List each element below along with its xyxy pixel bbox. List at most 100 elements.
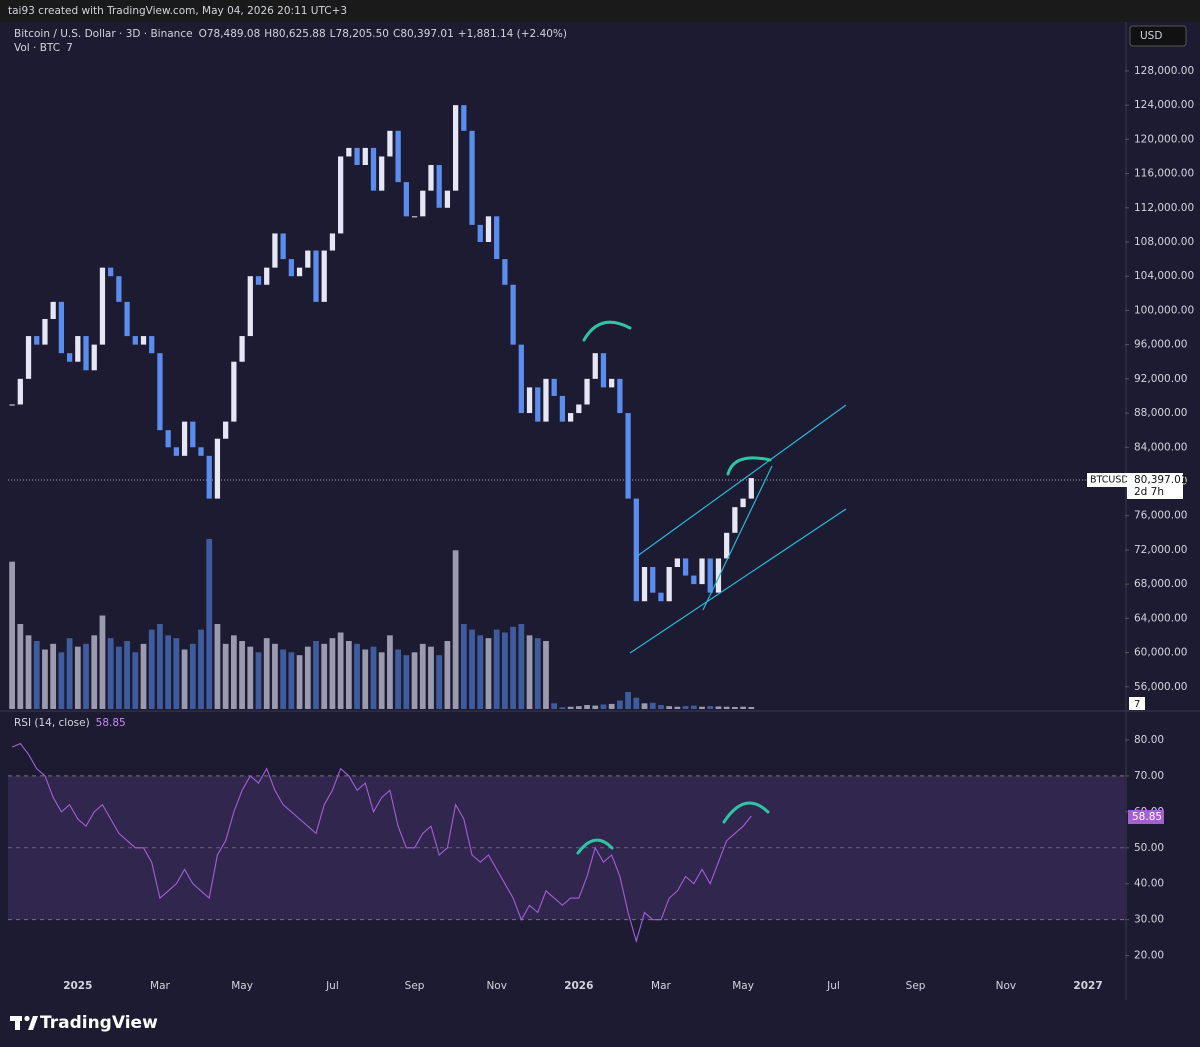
candle [17,378,23,405]
ohlc-value: 78,489.08 [207,28,260,40]
volume-bar [452,550,459,709]
y-tick-label: 76,000.00 [1134,510,1187,522]
candle [543,378,549,422]
candle [140,336,147,345]
candle [444,190,451,208]
y-tick-label: 40.00 [1134,878,1164,890]
candle [149,336,155,354]
x-tick-label: Mar [150,980,170,992]
y-tick-label: 30.00 [1134,914,1164,926]
channel-upper [635,404,847,558]
support-line [702,465,773,611]
candle [181,421,188,456]
candle [165,430,171,448]
volume-bar [132,652,139,709]
candle [255,276,262,285]
candle [395,130,401,183]
candle [691,575,697,585]
currency-button[interactable] [1129,25,1187,47]
volume-bar [518,624,525,709]
symbol: Bitcoin / U.S. Dollar · 3D · Binance [14,28,193,40]
candle [239,336,245,362]
volume-bar [378,652,385,709]
volume-bar [337,632,344,709]
y-tick-label: 96,000.00 [1134,339,1187,351]
candle [436,165,442,208]
credit: tai93 created with TradingView.com, May … [8,5,347,17]
volume-bar [436,655,443,709]
y-tick-label: 108,000.00 [1134,236,1194,248]
y-tick-label: 104,000.00 [1134,270,1194,282]
candle [305,250,311,268]
candle [411,216,418,218]
candle [535,387,541,422]
volume-line: Vol · BTC 7 [14,42,73,54]
volume-bar [329,638,336,709]
candle [625,413,631,499]
volume-bar [658,705,664,709]
y-tick-label: 92,000.00 [1134,373,1187,385]
candle [559,395,566,422]
candle [502,259,508,285]
candle [461,105,467,131]
y-tick-label: 112,000.00 [1134,202,1194,214]
candle [666,567,672,602]
currency[interactable]: USD [1140,30,1162,42]
volume-bar [288,652,295,709]
candle [485,216,492,242]
volume-bar [469,629,475,709]
ohlc-key: H [264,28,272,40]
volume-bar [575,706,582,709]
credit-bar [0,0,1200,22]
volume-bar [493,629,500,709]
trendlines [629,404,847,654]
x-tick-label: 2026 [564,980,593,992]
candle [272,233,278,268]
volume-bar [313,641,319,709]
symbol-line: Bitcoin / U.S. Dollar · 3D · Binance O78,… [14,28,567,40]
volume-bar [502,632,508,709]
volume-bar [740,706,746,709]
candle [34,336,40,345]
logo: TradingView [10,1013,158,1033]
volume-tag [1129,697,1145,710]
volume-bar [17,624,24,709]
volume-bar [419,643,426,709]
candle [452,105,459,191]
rsi-tag [1128,810,1164,824]
volume-bar [584,705,590,709]
y-tick-label: 84,000.00 [1134,441,1187,453]
volume-bar [731,707,738,709]
arc [722,801,770,824]
annotations [576,320,772,855]
y-tick-label: 72,000.00 [1134,544,1187,556]
rsi-title-line: RSI (14, close) 58.85 [14,717,126,729]
y-tick-label: 116,000.00 [1134,168,1194,180]
volume-bar [189,643,196,709]
candle [362,147,368,166]
volume-bar [715,706,722,709]
candle [58,301,65,354]
volume-bar [140,643,147,709]
y-tick-label: 100,000.00 [1134,304,1194,316]
candle [469,130,475,225]
candle [329,233,336,251]
volume-bar [428,646,434,709]
y-tick-label: 120,000.00 [1134,133,1194,145]
volume-bar [674,706,681,709]
ohlc-value: 78,205.50 [336,28,389,40]
candle [724,532,730,559]
candle [42,318,48,345]
candle [338,156,344,234]
y-tick-label: 80.00 [1134,734,1164,746]
volume-bar [99,615,106,709]
candle [321,250,327,302]
candle [748,478,754,499]
volume-bar [395,649,402,709]
ohlc-value: 80,625.88 [272,28,325,40]
candle [682,558,689,576]
candle [715,558,722,593]
volume-tag-text: 7 [1134,699,1140,710]
volume-bar [370,646,377,709]
